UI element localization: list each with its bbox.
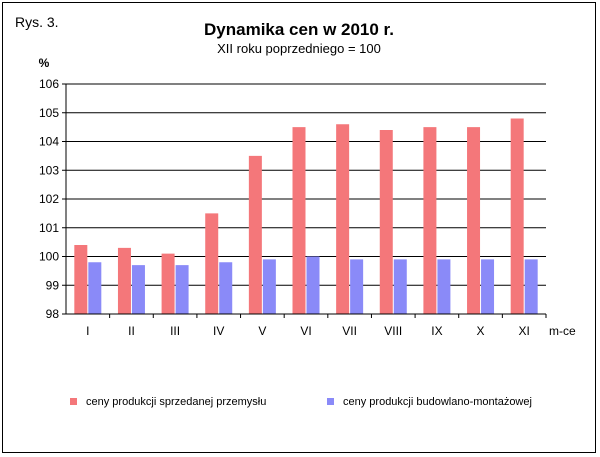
bar-industry [467, 127, 481, 314]
x-tick-label: VII [342, 324, 357, 338]
legend-swatch [70, 398, 77, 405]
bar-construction [88, 262, 102, 314]
y-tick-label: 98 [46, 307, 60, 321]
y-tick-label: 105 [39, 106, 59, 120]
bar-industry [161, 253, 175, 314]
bar-construction [131, 265, 145, 314]
legend: ceny produkcji sprzedanej przemysłu ceny … [70, 396, 532, 408]
x-tick-label: II [128, 324, 135, 338]
bar-industry [292, 127, 306, 314]
y-tick-label: 104 [39, 135, 59, 149]
y-tick-label: 103 [39, 163, 59, 177]
chart-subtitle: XII roku poprzedniego = 100 [217, 41, 381, 56]
bar-construction [350, 259, 364, 314]
x-tick-label: IV [213, 324, 224, 338]
axes [62, 83, 547, 318]
bar-industry [510, 118, 524, 314]
bar-industry [248, 155, 262, 314]
y-tick-label: 100 [39, 250, 59, 264]
grid-lines [66, 83, 546, 286]
figure-label: Rys. 3. [15, 14, 59, 30]
x-tick-label: X [477, 324, 485, 338]
y-tick-label: 101 [39, 221, 59, 235]
x-axis-label: m-ce [549, 324, 576, 338]
legend-label: ceny produkcji budowlano-montażowej [343, 396, 532, 408]
bars [74, 118, 538, 314]
x-tick-label: IX [431, 324, 442, 338]
bar-construction [437, 259, 451, 314]
bar-construction [481, 259, 495, 314]
bar-industry [74, 245, 88, 314]
bar-industry [423, 127, 437, 314]
bar-construction [524, 259, 538, 314]
bar-construction [175, 265, 189, 314]
bar-construction [306, 256, 320, 314]
y-axis-unit: % [39, 56, 50, 70]
x-tick-label: V [258, 324, 266, 338]
x-tick-label: III [170, 324, 180, 338]
bar-industry [336, 124, 350, 314]
legend-swatch [327, 398, 334, 405]
y-tick-label: 106 [39, 77, 59, 91]
bar-industry [379, 130, 393, 314]
x-tick-label: XI [519, 324, 530, 338]
bar-industry [117, 247, 131, 314]
bar-industry [205, 213, 219, 314]
chart-title: Dynamika cen w 2010 r. [204, 20, 394, 39]
y-tick-label: 99 [46, 278, 60, 292]
y-tick-label: 102 [39, 192, 59, 206]
bar-construction [393, 259, 407, 314]
x-tick-label: VIII [384, 324, 402, 338]
x-tick-label: VI [300, 324, 311, 338]
legend-label: ceny produkcji sprzedanej przemysłu [86, 396, 266, 408]
bar-construction [219, 262, 233, 314]
bar-construction [262, 259, 276, 314]
x-tick-label: I [86, 324, 89, 338]
